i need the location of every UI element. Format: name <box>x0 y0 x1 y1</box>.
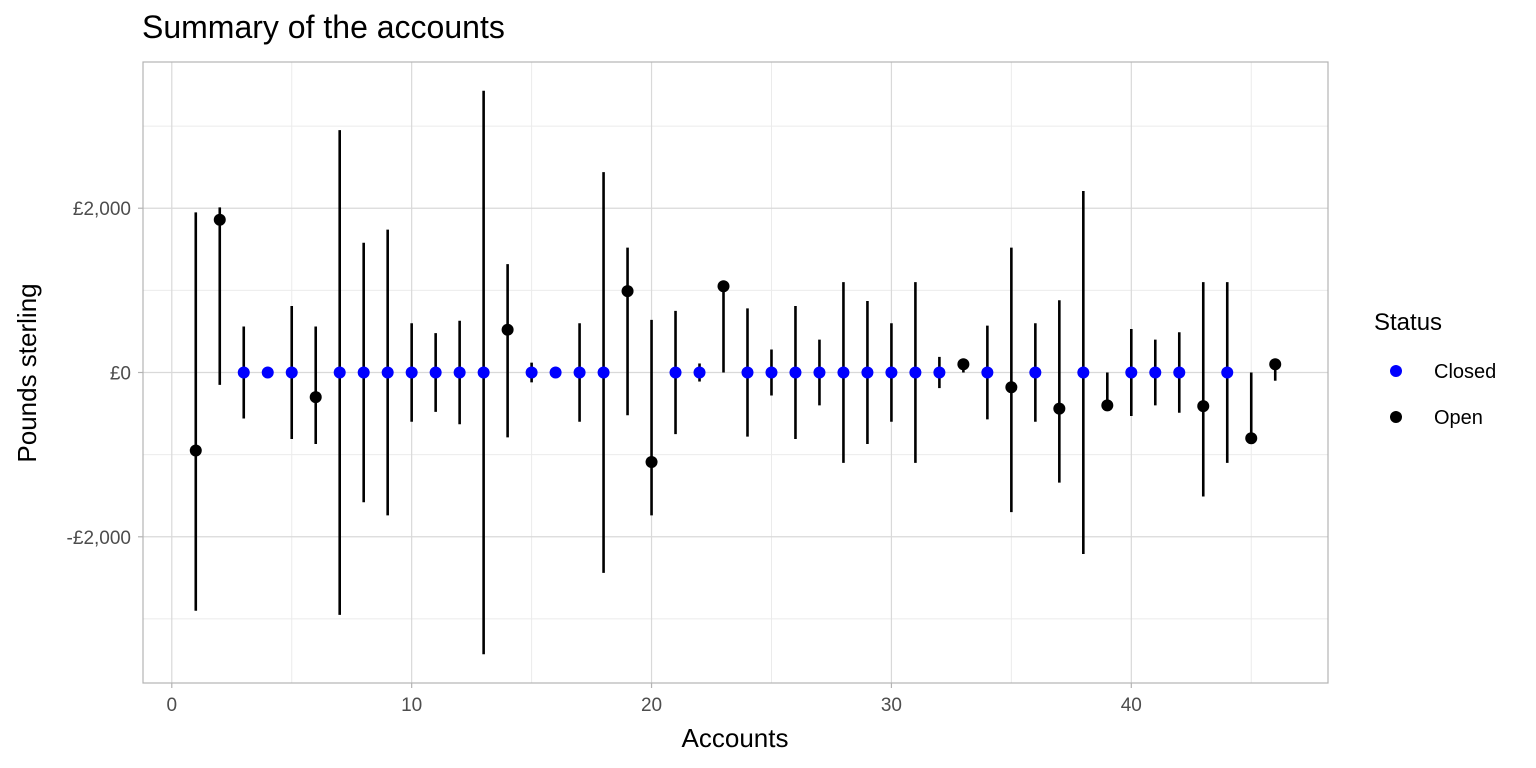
data-point-open <box>309 391 322 404</box>
data-point-closed <box>453 366 466 379</box>
data-point-closed <box>981 366 994 379</box>
y-tick-label: £0 <box>110 364 131 385</box>
data-point-closed <box>573 366 586 379</box>
legend-title: Status <box>1374 309 1442 336</box>
data-point-closed <box>357 366 370 379</box>
data-point-closed <box>789 366 802 379</box>
x-tick-label: 30 <box>881 695 902 716</box>
data-point-closed <box>1077 366 1090 379</box>
data-point-closed <box>861 366 874 379</box>
data-point-closed <box>933 366 946 379</box>
x-tick-label: 40 <box>1121 695 1142 716</box>
data-point-open <box>1005 381 1018 394</box>
data-point-closed <box>381 366 394 379</box>
data-point-open <box>501 323 514 336</box>
y-axis-title: Pounds sterling <box>12 283 42 462</box>
data-point-closed <box>333 366 346 379</box>
x-tick-label: 10 <box>401 695 422 716</box>
data-point-open <box>1053 402 1066 415</box>
data-point-closed <box>405 366 418 379</box>
data-point-closed <box>1173 366 1186 379</box>
x-tick-label: 0 <box>166 695 177 716</box>
data-point-closed <box>525 366 538 379</box>
data-point-open <box>1101 399 1114 412</box>
data-point-closed <box>765 366 778 379</box>
legend-key-closed <box>1390 365 1402 377</box>
data-point-closed <box>261 366 274 379</box>
chart-title: Summary of the accounts <box>142 9 505 45</box>
data-point-closed <box>1125 366 1138 379</box>
data-point-closed <box>837 366 850 379</box>
data-point-closed <box>885 366 898 379</box>
y-axis: -£2,000 £0 £2,000 <box>67 199 143 549</box>
x-axis-title: Accounts <box>682 723 789 753</box>
data-point-closed <box>597 366 610 379</box>
data-point-closed <box>237 366 250 379</box>
legend-label-open: Open <box>1434 407 1483 429</box>
data-point-closed <box>1149 366 1162 379</box>
data-point-open <box>1197 400 1210 413</box>
data-series <box>189 90 1282 655</box>
data-point-open <box>645 456 658 469</box>
y-tick-label: £2,000 <box>73 199 131 220</box>
data-point-closed <box>909 366 922 379</box>
data-point-open <box>189 444 202 457</box>
y-tick-label: -£2,000 <box>67 528 131 549</box>
legend-key-open <box>1390 411 1402 423</box>
data-point-closed <box>477 366 490 379</box>
data-point-closed <box>669 366 682 379</box>
data-point-closed <box>693 366 706 379</box>
legend-label-closed: Closed <box>1434 361 1496 383</box>
x-axis: 0 10 20 30 40 <box>166 683 1142 716</box>
x-tick-label: 20 <box>641 695 662 716</box>
data-point-closed <box>285 366 298 379</box>
data-point-closed <box>1221 366 1234 379</box>
data-point-closed <box>813 366 826 379</box>
data-point-closed <box>549 366 562 379</box>
data-point-open <box>717 280 730 293</box>
data-point-closed <box>1029 366 1042 379</box>
data-point-open <box>621 285 634 298</box>
data-point-open <box>1245 432 1258 445</box>
legend: Status Closed Open <box>1374 309 1496 429</box>
data-point-open <box>957 358 970 371</box>
data-point-open <box>1269 358 1282 371</box>
data-point-closed <box>429 366 442 379</box>
data-point-closed <box>741 366 754 379</box>
data-point-open <box>213 213 226 226</box>
